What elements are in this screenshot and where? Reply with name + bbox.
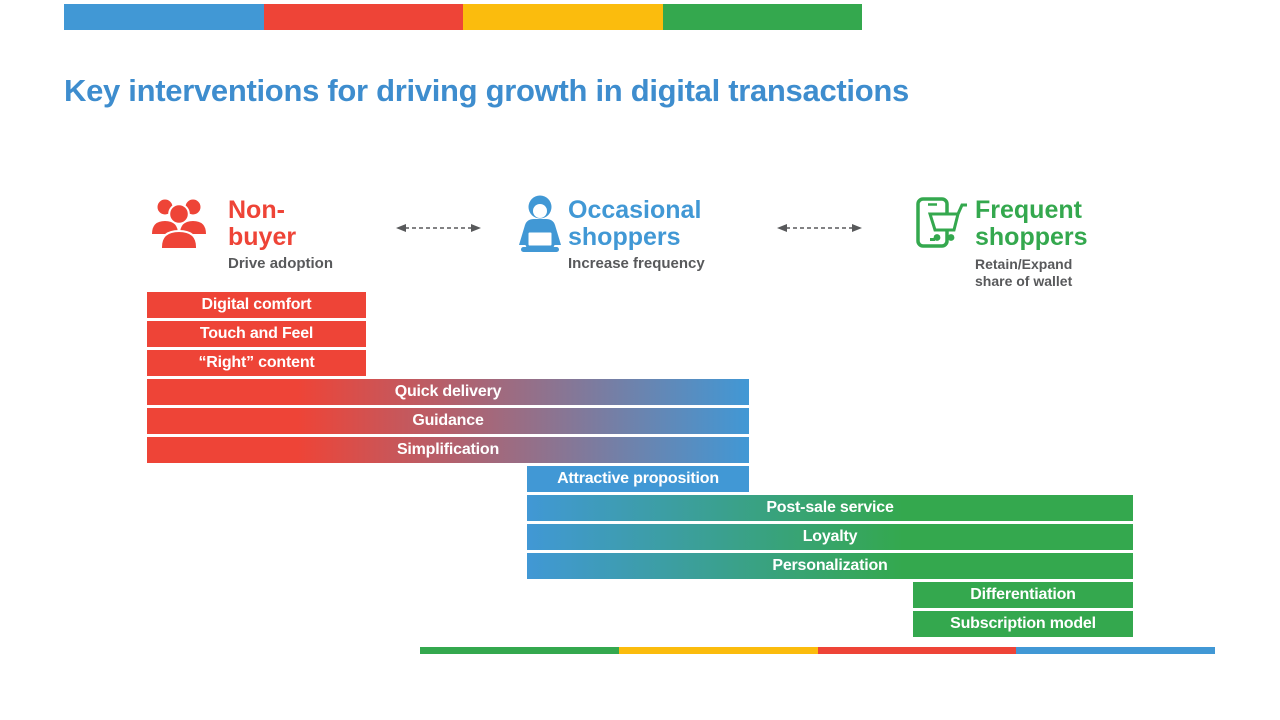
bar-subscription-model: Subscription model (913, 611, 1133, 637)
bar-right-content: “Right” content (147, 350, 366, 376)
brand-bar-segment-green (420, 647, 619, 654)
bar-attractive-proposition: Attractive proposition (527, 466, 749, 492)
phone-cart-icon (913, 194, 967, 259)
brand-bar-segment-blue (64, 4, 264, 30)
bar-differentiation: Differentiation (913, 582, 1133, 608)
segment-title: Frequent shoppers (975, 196, 1088, 251)
bar-touch-and-feel: Touch and Feel (147, 321, 366, 347)
brand-bar-segment-red (817, 647, 1017, 654)
bar-guidance: Guidance (147, 408, 749, 434)
bar-personalization: Personalization (527, 553, 1133, 579)
segment-subtitle-line2: share of wallet (975, 273, 1073, 289)
top-brand-bar (64, 4, 862, 30)
bar-quick-delivery: Quick delivery (147, 379, 749, 405)
segment-title: Occasional shoppers (568, 196, 702, 251)
brand-bar-segment-blue (1016, 647, 1215, 654)
segment-header-frequent-shoppers: Frequent shoppers Retain/Expand share of… (975, 197, 1088, 290)
bar-digital-comfort: Digital comfort (147, 292, 366, 318)
segment-subtitle: Increase frequency (568, 255, 705, 272)
people-group-icon (148, 194, 210, 255)
segment-title: Non- buyer (228, 196, 297, 251)
dashed-double-arrow-icon (396, 221, 481, 233)
segment-header-non-buyer: Non- buyer Drive adoption (228, 196, 334, 273)
bar-simplification: Simplification (147, 437, 749, 463)
slide-title: Key interventions for driving growth in … (64, 73, 909, 108)
laptop-user-icon (517, 192, 563, 259)
brand-bar-segment-yellow (618, 647, 818, 654)
segment-header-occasional-shoppers: Occasional shoppers Increase frequency (568, 196, 705, 273)
segment-subtitle: Drive adoption (228, 255, 334, 272)
bar-post-sale-service: Post-sale service (527, 495, 1133, 521)
brand-bar-segment-yellow (463, 4, 663, 30)
brand-bar-segment-red (263, 4, 463, 30)
bottom-brand-bar (420, 647, 1215, 654)
segment-subtitle-line1: Retain/Expand (975, 256, 1073, 272)
brand-bar-segment-green (662, 4, 862, 30)
dashed-double-arrow-icon (777, 221, 862, 233)
bar-loyalty: Loyalty (527, 524, 1133, 550)
